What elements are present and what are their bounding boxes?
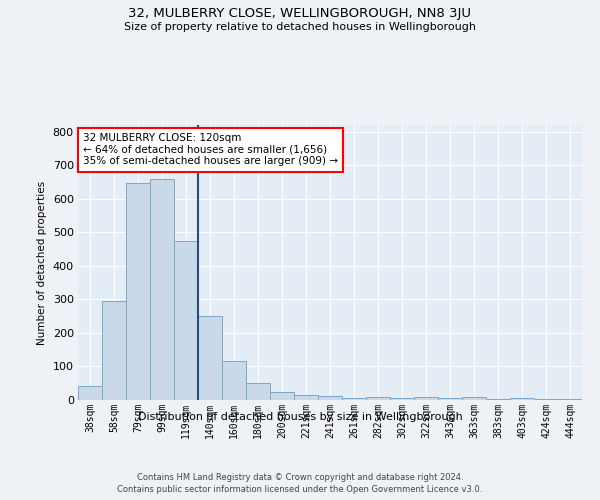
Bar bbox=[174, 240, 198, 400]
Text: 32 MULBERRY CLOSE: 120sqm
← 64% of detached houses are smaller (1,656)
35% of se: 32 MULBERRY CLOSE: 120sqm ← 64% of detac… bbox=[83, 133, 338, 166]
Bar bbox=[486, 399, 510, 400]
Text: Distribution of detached houses by size in Wellingborough: Distribution of detached houses by size … bbox=[137, 412, 463, 422]
Bar bbox=[390, 398, 414, 400]
Bar bbox=[414, 398, 438, 400]
Text: 32, MULBERRY CLOSE, WELLINGBOROUGH, NN8 3JU: 32, MULBERRY CLOSE, WELLINGBOROUGH, NN8 … bbox=[128, 8, 472, 20]
Bar bbox=[318, 396, 342, 400]
Bar bbox=[510, 398, 534, 400]
Bar bbox=[198, 316, 222, 400]
Bar bbox=[150, 178, 174, 400]
Text: Contains HM Land Registry data © Crown copyright and database right 2024.
Contai: Contains HM Land Registry data © Crown c… bbox=[118, 472, 482, 494]
Bar bbox=[534, 399, 558, 400]
Bar bbox=[294, 395, 318, 400]
Bar bbox=[438, 398, 462, 400]
Bar bbox=[342, 398, 366, 400]
Bar bbox=[270, 392, 294, 400]
Bar bbox=[366, 398, 390, 400]
Bar bbox=[78, 386, 102, 400]
Text: Size of property relative to detached houses in Wellingborough: Size of property relative to detached ho… bbox=[124, 22, 476, 32]
Y-axis label: Number of detached properties: Number of detached properties bbox=[37, 180, 47, 344]
Bar bbox=[222, 362, 246, 400]
Bar bbox=[102, 301, 126, 400]
Bar bbox=[246, 383, 270, 400]
Bar bbox=[462, 398, 486, 400]
Bar bbox=[126, 182, 150, 400]
